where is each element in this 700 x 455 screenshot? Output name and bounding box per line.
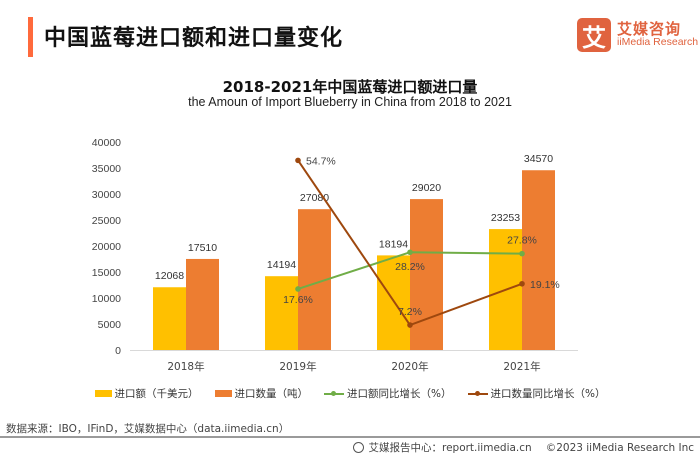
x-tick-label: 2019年 — [279, 360, 316, 373]
y-tick-label: 25000 — [92, 215, 121, 227]
legend-item-value-growth: 进口额同比增长（%） — [324, 386, 452, 401]
chart-subtitle: the Amoun of Import Blueberry in China f… — [188, 95, 512, 109]
y-tick-label: 5000 — [98, 319, 122, 331]
bar-data-label: 34570 — [524, 153, 553, 165]
line-data-label: 19.1% — [530, 279, 560, 291]
legend-item-import-volume: 进口数量（吨） — [214, 386, 309, 401]
legend-label: 进口数量（吨） — [234, 388, 309, 400]
legend-label: 进口数量同比增长（%） — [490, 388, 606, 400]
line-point — [519, 250, 525, 257]
bar-data-label: 17510 — [188, 242, 217, 254]
y-tick-label: 15000 — [92, 267, 121, 279]
chart-legend: 进口额（千美元） 进口数量（吨） 进口额同比增长（%） 进口数量同比增长（%） — [0, 386, 700, 401]
y-tick-label: 10000 — [92, 293, 121, 305]
line-point — [519, 280, 525, 287]
y-tick-label: 35000 — [92, 163, 121, 175]
globe-icon — [353, 442, 365, 453]
y-tick-label: 40000 — [92, 137, 121, 149]
line-data-label: 54.7% — [306, 155, 336, 167]
report-link[interactable]: 艾媒报告中心：report.iimedia.cn — [368, 442, 532, 454]
page-title: 中国蓝莓进口额和进口量变化 — [44, 26, 344, 51]
legend-swatch-volume-growth — [467, 390, 488, 398]
line-data-label: 17.6% — [283, 294, 313, 306]
bar-import-volume — [186, 258, 219, 350]
bar-data-label: 12068 — [155, 270, 184, 282]
iimedia-logo: 艾 艾媒咨询 iiMedia Research — [577, 18, 698, 52]
bar-import-volume — [410, 199, 443, 350]
title-accent-bar — [28, 17, 33, 57]
line-data-label: 7.2% — [398, 306, 422, 318]
line-data-label: 27.8% — [507, 235, 537, 247]
bar-data-label: 18194 — [379, 238, 408, 250]
legend-swatch-value-growth — [324, 390, 345, 398]
legend-swatch-import-value — [94, 390, 112, 397]
line-point — [295, 157, 301, 164]
bar-data-label: 23253 — [491, 212, 520, 224]
y-tick-label: 0 — [115, 345, 121, 357]
legend-item-import-value: 进口额（千美元） — [94, 386, 199, 401]
bar-data-label: 14194 — [267, 259, 296, 271]
footer: 艾媒报告中心：report.iimedia.cn ©2023 iiMedia R… — [353, 440, 694, 455]
logo-en-text: iiMedia Research — [617, 36, 699, 49]
x-tick-label: 2021年 — [503, 360, 540, 373]
line-data-label: 28.2% — [395, 261, 425, 273]
chart-title: 2018-2021年中国蓝莓进口额进口量 — [222, 78, 478, 96]
logo-mark-icon: 艾 — [577, 18, 611, 52]
legend-swatch-import-volume — [214, 390, 232, 397]
legend-item-volume-growth: 进口数量同比增长（%） — [467, 386, 606, 401]
line-point — [295, 286, 301, 292]
data-source: 数据来源：IBO，IFinD，艾媒数据中心（data.iimedia.cn） — [6, 423, 290, 435]
line-point — [407, 249, 413, 256]
bar-import-value — [153, 287, 186, 350]
bar-import-volume — [522, 170, 555, 350]
x-tick-label: 2020年 — [391, 360, 428, 373]
legend-label: 进口额（千美元） — [114, 388, 199, 400]
bar-import-value — [265, 276, 298, 350]
logo-cn-text: 艾媒咨询 — [617, 19, 682, 38]
y-tick-label: 30000 — [92, 189, 121, 201]
bar-data-label: 29020 — [412, 182, 441, 194]
bar-import-value — [377, 255, 410, 350]
y-tick-label: 20000 — [92, 241, 121, 253]
footer-divider — [0, 436, 700, 438]
legend-label: 进口额同比增长（%） — [347, 388, 452, 400]
copyright: ©2023 iiMedia Research Inc — [545, 441, 694, 454]
line-point — [407, 322, 413, 328]
x-tick-label: 2018年 — [167, 360, 204, 373]
